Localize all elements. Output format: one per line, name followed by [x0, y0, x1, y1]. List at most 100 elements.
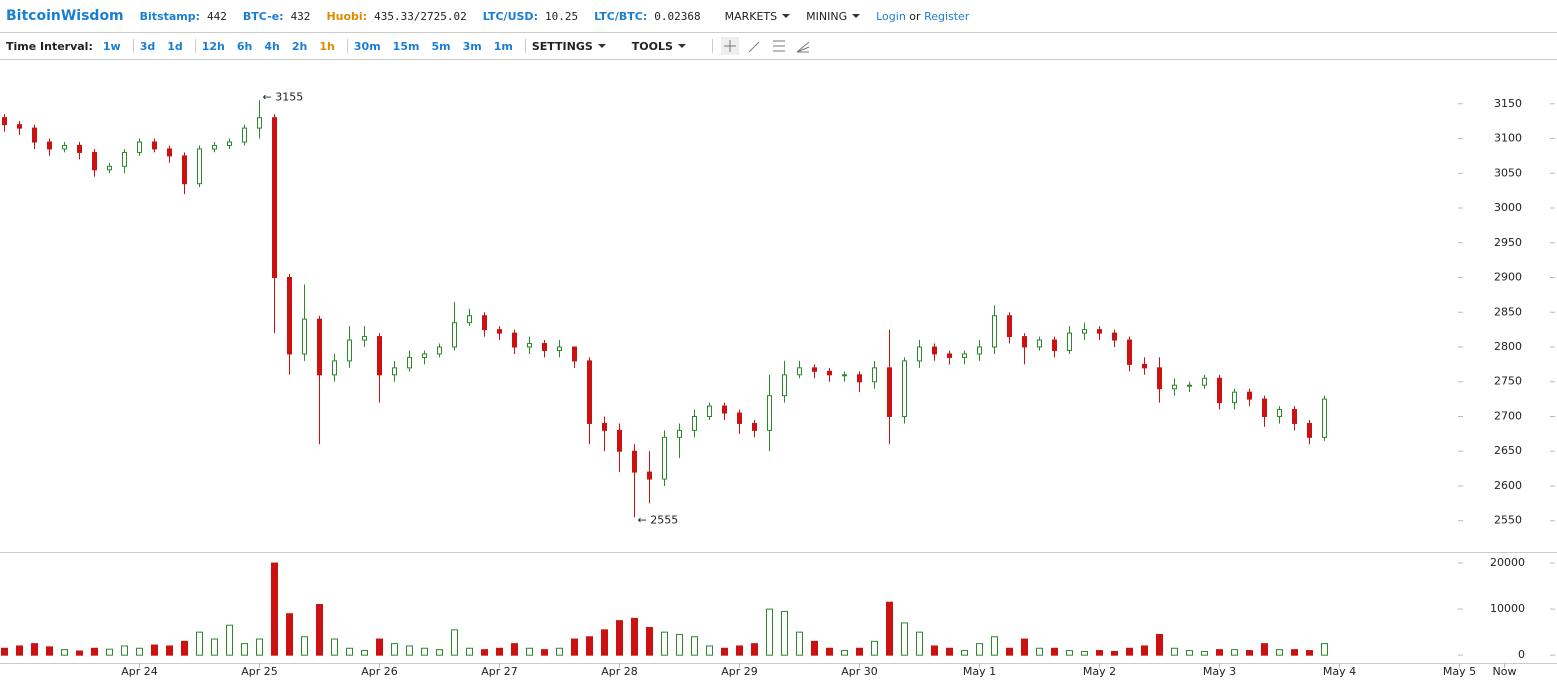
toolbar: Time Interval: 1w 3d 1d 12h 6h 4h 2h 1h 30m 15m 5m… [0, 33, 1557, 60]
menu[interactable]: MARKETS [725, 10, 791, 23]
interval-label: Time Interval: [6, 39, 93, 53]
register-link[interactable]: Register [924, 9, 970, 23]
fan-tool[interactable] [796, 41, 810, 53]
volume-bar [211, 638, 218, 656]
interval-option[interactable]: 4h [264, 39, 280, 53]
candle-body [32, 127, 37, 143]
candle-body [62, 144, 67, 150]
separator [132, 39, 134, 53]
volume-bar [1006, 647, 1013, 656]
line-tool[interactable] [748, 41, 760, 53]
candle-body [107, 165, 112, 171]
x-tick-label: Apr 26 [361, 665, 398, 678]
volume-bar [316, 604, 323, 656]
interval-option[interactable]: 1d [167, 39, 183, 53]
volume-bar [301, 636, 308, 656]
candle-body [182, 155, 187, 185]
volume-bar [766, 608, 773, 656]
interval-option[interactable]: 1h [319, 39, 335, 53]
x-tick-label: Apr 25 [241, 665, 278, 678]
x-tick-label: May 1 [963, 665, 996, 678]
y-tick-label: 2800 [1494, 340, 1522, 353]
volume-bar [1306, 650, 1313, 656]
interval-option[interactable]: 1w [102, 39, 121, 53]
y-tick-label: 2950 [1494, 236, 1522, 249]
candle-body [992, 315, 997, 348]
candle-body [257, 117, 262, 129]
candle-body [287, 277, 292, 355]
volume-bar [1261, 643, 1268, 656]
candle-body [1112, 332, 1117, 341]
interval-option[interactable]: 2h [291, 39, 308, 53]
volume-bar [991, 636, 998, 656]
volume-bar [196, 631, 203, 656]
volume-bar [796, 631, 803, 656]
y-tick-label: 2600 [1494, 479, 1522, 492]
quote-label: Huobi: [326, 9, 368, 23]
tools-menu[interactable]: TOOLS [632, 40, 686, 53]
candle-body [242, 127, 247, 143]
volume-bar [691, 636, 698, 656]
volume-bar [586, 636, 593, 656]
volume-bar [916, 631, 923, 656]
y-tick-label: 2650 [1494, 444, 1522, 457]
separator [194, 39, 196, 53]
brand[interactable]: BitcoinWisdom [6, 8, 124, 24]
interval-option[interactable]: 3m [462, 39, 482, 53]
interval-option[interactable]: 30m [353, 39, 381, 53]
candle-body [1247, 391, 1252, 400]
settings-menu[interactable]: SETTINGS [532, 40, 606, 53]
candle-body [797, 367, 802, 376]
candle-body [422, 353, 427, 358]
quote-label: Bitstamp: [139, 9, 201, 23]
candle-body [872, 367, 877, 383]
interval-option[interactable]: 3d [139, 39, 156, 53]
volume-bar [1186, 650, 1193, 656]
candle-body [497, 329, 502, 334]
fib-tool[interactable] [772, 40, 785, 52]
candle-body [1187, 384, 1192, 387]
candle-body [1202, 377, 1207, 386]
interval-option[interactable]: 5m [431, 39, 451, 53]
candle-body [1127, 339, 1132, 365]
interval-option[interactable]: 12h [201, 39, 225, 53]
x-tick-label: Apr 27 [481, 665, 518, 678]
candle-body [122, 151, 127, 167]
volume-bar [1156, 633, 1163, 656]
volume-bar [706, 645, 713, 656]
candle-body [707, 405, 712, 417]
volume-bar [1216, 649, 1223, 656]
interval-option[interactable]: 1m [493, 39, 513, 53]
candle-body [1007, 315, 1012, 338]
y-tick-label: 2900 [1494, 271, 1522, 284]
y-tick-label: 2550 [1494, 514, 1522, 527]
volume-bar [61, 649, 68, 656]
candle-body [1067, 332, 1072, 351]
candle-body [587, 360, 592, 424]
candle-body [842, 374, 847, 377]
candle-body [767, 395, 772, 431]
extreme-annotation: ← 2555 [638, 513, 679, 526]
volume-bar [856, 647, 863, 656]
volume-bar [361, 650, 368, 656]
volume-bar [1141, 645, 1148, 656]
interval-option[interactable]: 15m [392, 39, 420, 53]
candle-body [317, 318, 322, 376]
candle-body [887, 367, 892, 417]
volume-bar [241, 643, 248, 656]
candle-body [812, 367, 817, 372]
x-tick-label: May 2 [1083, 665, 1116, 678]
login-link[interactable]: Login [876, 9, 906, 23]
y-tick-label: 2750 [1494, 375, 1522, 388]
separator [711, 39, 713, 53]
candle-body [602, 422, 607, 431]
volume-bar [46, 646, 53, 656]
interval-option[interactable]: 6h [236, 39, 253, 53]
quote-value: 435.33/2725.02 [374, 9, 467, 23]
menu[interactable]: MINING [806, 10, 860, 23]
candle-body [752, 422, 757, 431]
x-tick-label: May 5 [1443, 665, 1476, 678]
candle-body [542, 343, 547, 351]
candle-body [1082, 329, 1087, 334]
